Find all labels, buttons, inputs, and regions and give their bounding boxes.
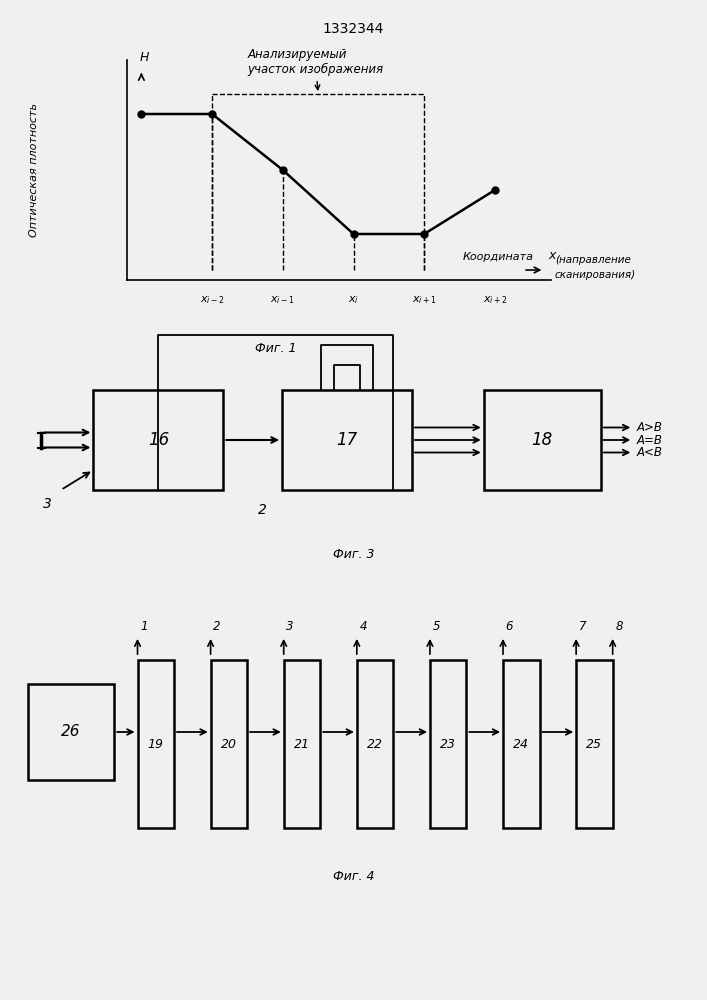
Text: 24: 24	[513, 738, 530, 750]
Text: 23: 23	[440, 738, 456, 750]
Text: 25: 25	[586, 738, 602, 750]
Text: Фиг. 1: Фиг. 1	[255, 342, 296, 355]
Text: 8: 8	[615, 620, 623, 633]
Text: 1: 1	[140, 620, 148, 633]
Text: (направление: (направление	[555, 255, 631, 265]
Text: x: x	[548, 249, 555, 262]
Text: Анализируемый
участок изображения: Анализируемый участок изображения	[247, 48, 384, 90]
Text: 7: 7	[579, 620, 586, 633]
Text: 5: 5	[433, 620, 440, 633]
Bar	[357, 660, 393, 828]
Text: $x_{i-1}$: $x_{i-1}$	[270, 294, 296, 306]
Text: Координата: Координата	[463, 252, 534, 262]
Text: 18: 18	[532, 431, 553, 449]
Text: $x_{i+1}$: $x_{i+1}$	[411, 294, 437, 306]
Text: 19: 19	[148, 738, 164, 750]
Text: Фиг. 4: Фиг. 4	[333, 869, 374, 882]
Bar	[138, 660, 174, 828]
Text: 2: 2	[258, 502, 267, 516]
Bar	[93, 390, 223, 490]
Text: $x_{i}$: $x_{i}$	[348, 294, 359, 306]
Text: A>B: A>B	[636, 421, 662, 434]
Text: 22: 22	[367, 738, 383, 750]
Bar	[484, 390, 601, 490]
Bar	[282, 390, 412, 490]
Bar	[430, 660, 467, 828]
Text: 1332344: 1332344	[323, 22, 384, 36]
Bar	[284, 660, 320, 828]
Text: $x_{i+2}$: $x_{i+2}$	[483, 294, 507, 306]
Text: 20: 20	[221, 738, 237, 750]
Text: 2: 2	[214, 620, 221, 633]
Text: A<B: A<B	[636, 446, 662, 459]
Text: $x_{i-2}$: $x_{i-2}$	[200, 294, 224, 306]
Text: 17: 17	[337, 431, 358, 449]
Text: 26: 26	[62, 724, 81, 740]
Text: 16: 16	[148, 431, 169, 449]
Bar	[211, 660, 247, 828]
Text: 4: 4	[359, 620, 367, 633]
Text: Оптическая плотность: Оптическая плотность	[29, 103, 39, 237]
Text: 3: 3	[286, 620, 294, 633]
Text: Фиг. 3: Фиг. 3	[333, 548, 374, 562]
Text: A=B: A=B	[636, 434, 662, 446]
Bar	[503, 660, 539, 828]
Text: 3: 3	[43, 497, 52, 512]
Text: сканирования): сканирования)	[555, 270, 636, 280]
Bar	[576, 660, 613, 828]
Text: H: H	[140, 51, 149, 64]
Text: 21: 21	[294, 738, 310, 750]
Text: 6: 6	[506, 620, 513, 633]
Bar	[28, 684, 115, 780]
